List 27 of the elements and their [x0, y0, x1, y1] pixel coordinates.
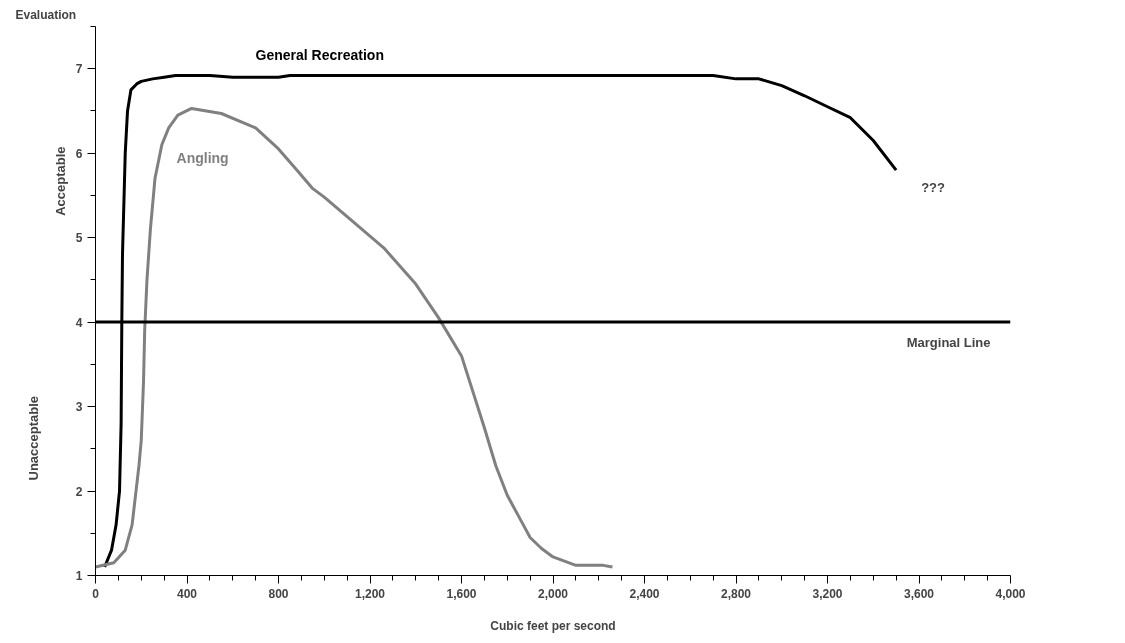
x-tick-label: 1,600	[446, 586, 477, 601]
series-label: General Recreation	[255, 47, 384, 64]
y-tick-label: 1	[75, 569, 83, 583]
x-tick-label: 800	[268, 586, 289, 601]
y-tick-label: 2	[75, 484, 83, 499]
text: Acceptable	[52, 146, 68, 216]
series-label: Angling	[176, 150, 229, 167]
ref-line-label: Marginal Line	[906, 335, 991, 351]
y-tick-label: 6	[75, 146, 83, 161]
annotation: ???	[921, 180, 946, 196]
y-tick-label: 7	[75, 62, 83, 77]
y-tick-label: 3	[75, 400, 83, 415]
x-tick-label: 4,000	[995, 586, 1026, 601]
x-tick-label: 1,200	[354, 586, 386, 601]
y-axis-title: Evaluation	[15, 7, 77, 22]
x-tick-label: 2,000	[537, 586, 569, 601]
x-tick-label: 3,600	[903, 586, 935, 601]
x-tick-label: 2,800	[720, 586, 752, 601]
y-tick-label: 4	[75, 315, 83, 330]
x-tick-label: 2,400	[629, 586, 660, 601]
x-tick-label: 400	[176, 586, 198, 601]
x-tick-label: 0	[92, 586, 100, 601]
line-series	[95, 106, 614, 569]
text: Unacceptable	[25, 395, 41, 481]
y-tick-label: 5	[75, 231, 83, 246]
x-axis-title: Cubic feet per second	[490, 618, 616, 633]
x-tick-label: 3,200	[812, 586, 843, 601]
